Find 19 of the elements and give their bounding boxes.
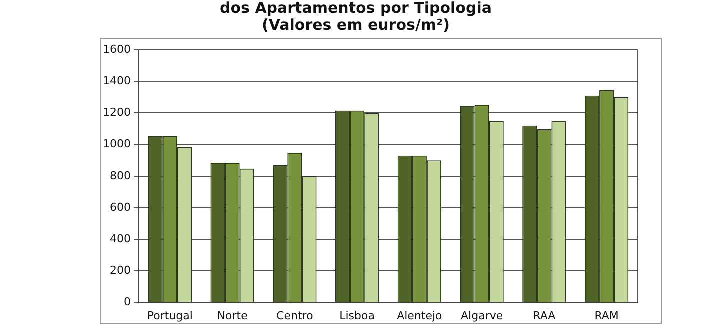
x-tick-label: Alentejo [397,309,443,322]
x-tick-label: Centro [276,309,314,322]
y-tick-label: 1000 [102,138,131,151]
y-tick-label: 1200 [102,106,131,120]
x-tick-label: RAM [594,309,619,322]
x-tick-label: Algarve [461,309,504,322]
x-tick-label: Lisboa [340,309,375,322]
y-tick-label: 800 [110,169,131,182]
chart-title: dos Apartamentos por Tipologia [219,0,493,17]
y-tick-label: 0 [124,296,131,309]
x-tick-label: Portugal [147,309,193,322]
chart-subtitle: (Valores em euros/m²) [262,16,450,34]
y-tick-label: 1600 [102,42,131,56]
y-tick-label: 400 [110,232,131,246]
x-tick-label: RAA [533,309,556,322]
x-tick-label: Norte [217,309,248,322]
y-tick-label: 600 [110,200,131,214]
y-tick-label: 200 [110,264,131,278]
y-tick-label: 1400 [102,74,131,88]
